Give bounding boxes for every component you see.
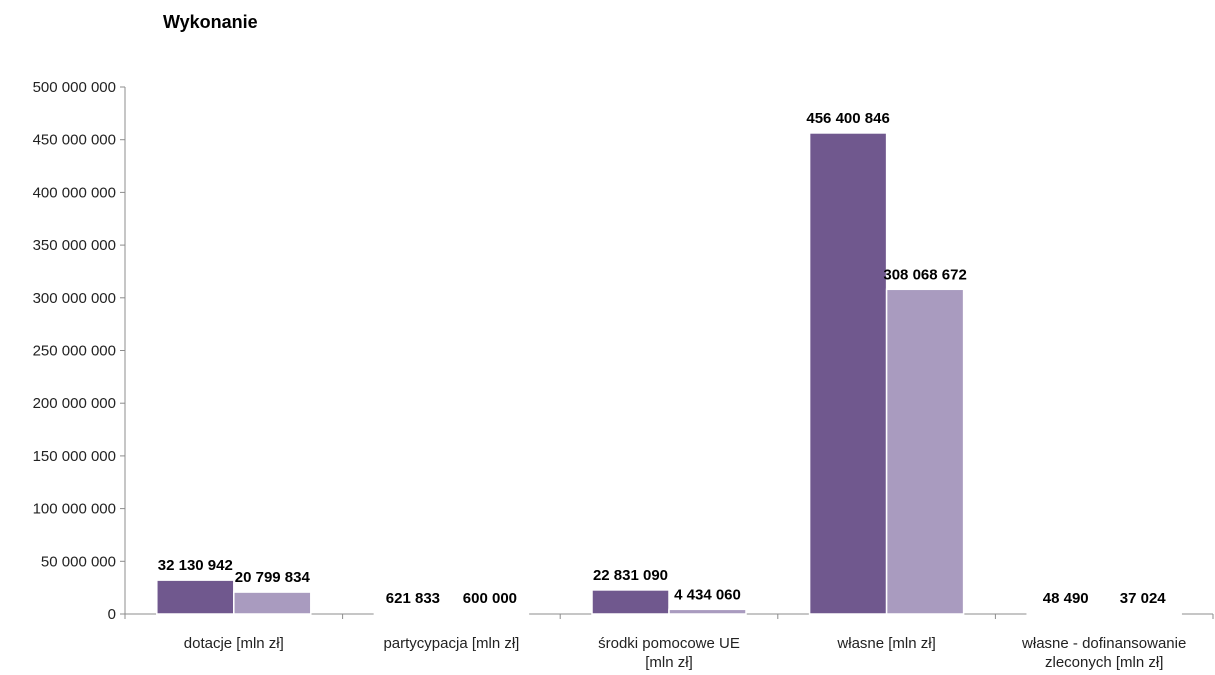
bar bbox=[591, 589, 670, 615]
bars-layer bbox=[156, 132, 1182, 615]
y-tick-label: 250 000 000 bbox=[33, 343, 116, 360]
y-tick-label: 100 000 000 bbox=[33, 501, 116, 518]
x-category-label: własne [mln zł] bbox=[836, 635, 935, 652]
bar bbox=[885, 288, 965, 615]
x-category-label: partycypacja [mln zł] bbox=[383, 635, 519, 652]
bar bbox=[233, 591, 312, 615]
bar bbox=[373, 612, 453, 615]
x-category-label: własne - dofinansowanie bbox=[1021, 635, 1186, 652]
data-label: 32 130 942 bbox=[158, 557, 233, 574]
x-category-label: zleconych [mln zł] bbox=[1045, 654, 1163, 671]
y-tick-label: 300 000 000 bbox=[33, 290, 116, 307]
x-category-label: [mln zł] bbox=[645, 654, 693, 671]
data-label: 20 799 834 bbox=[235, 569, 311, 586]
data-label: 600 000 bbox=[463, 590, 517, 607]
y-tick-label: 500 000 000 bbox=[33, 79, 116, 96]
y-tick-label: 50 000 000 bbox=[41, 553, 116, 570]
y-tick-label: 350 000 000 bbox=[33, 237, 116, 254]
bar bbox=[450, 612, 530, 615]
data-label: 456 400 846 bbox=[806, 110, 889, 127]
y-tick-label: 150 000 000 bbox=[33, 448, 116, 465]
bar bbox=[1026, 612, 1105, 615]
y-tick-label: 400 000 000 bbox=[33, 184, 116, 201]
bar bbox=[1103, 612, 1182, 615]
bar bbox=[668, 608, 747, 615]
x-category-label: dotacje [mln zł] bbox=[184, 635, 284, 652]
data-label: 4 434 060 bbox=[674, 586, 741, 603]
axes-layer: 0 50 000 000 100 000 000 150 000 000 200 000… bbox=[33, 79, 1214, 671]
chart-title: Wykonanie bbox=[163, 12, 258, 32]
bar bbox=[808, 132, 888, 615]
data-label: 621 833 bbox=[386, 590, 440, 607]
y-tick-label: 450 000 000 bbox=[33, 132, 116, 149]
data-label: 308 068 672 bbox=[883, 266, 966, 283]
x-category-label: środki pomocowe UE bbox=[598, 635, 740, 652]
bar bbox=[156, 579, 235, 615]
y-tick-label: 200 000 000 bbox=[33, 395, 116, 412]
data-label: 22 831 090 bbox=[593, 567, 668, 584]
labels-layer: 32 130 942 621 833 22 831 090 456 400 846 48… bbox=[158, 110, 1167, 607]
y-tick-label: 0 bbox=[108, 606, 116, 623]
data-label: 48 490 bbox=[1043, 590, 1089, 607]
data-label: 37 024 bbox=[1120, 590, 1167, 607]
